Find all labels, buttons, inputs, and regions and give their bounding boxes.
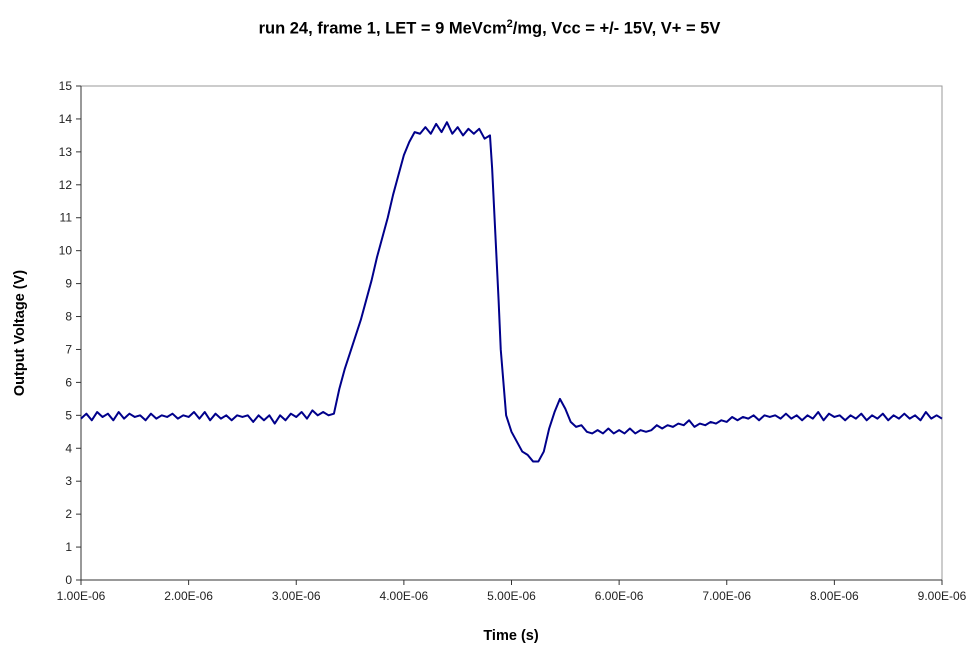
- chart-title-superscript: 2: [506, 18, 513, 30]
- y-axis-title: Output Voltage (V): [12, 270, 28, 396]
- x-tick-label: 9.00E-06: [918, 589, 967, 603]
- y-tick-label: 12: [59, 178, 73, 192]
- series-group: [80, 121, 943, 463]
- y-tick-label: 3: [65, 474, 72, 488]
- y-tick-label: 2: [65, 507, 72, 521]
- chart-title: run 24, frame 1, LET = 9 MeVcm2/mg, Vcc …: [0, 18, 979, 39]
- x-tick-label: 7.00E-06: [702, 589, 751, 603]
- x-tick-label: 8.00E-06: [810, 589, 859, 603]
- x-axis-title: Time (s): [483, 628, 539, 644]
- y-tick-label: 7: [65, 342, 72, 356]
- x-axis: 1.00E-06 2.00E-06 3.00E-06 4.00E-06 5.00E-06…: [57, 580, 967, 603]
- y-tick-label: 9: [65, 277, 72, 291]
- y-tick-label: 8: [65, 310, 72, 324]
- y-tick-label: 14: [59, 112, 73, 126]
- y-tick-label: 11: [60, 211, 73, 225]
- y-tick-label: 15: [59, 79, 73, 93]
- chart-title-main: run 24, frame 1, LET = 9 MeVcm: [258, 19, 507, 38]
- x-tick-label: 6.00E-06: [595, 589, 644, 603]
- x-tick-label: 1.00E-06: [57, 589, 106, 603]
- x-tick-label: 4.00E-06: [380, 589, 429, 603]
- x-tick-label: 3.00E-06: [272, 589, 321, 603]
- series-line-0: [80, 121, 943, 463]
- y-tick-label: 13: [59, 145, 73, 159]
- x-tick-label: 5.00E-06: [487, 589, 536, 603]
- plot-area-frame: [80, 85, 943, 581]
- chart-title-suffix: /mg, Vcc = +/- 15V, V+ = 5V: [512, 19, 721, 38]
- y-tick-label: 4: [65, 441, 72, 455]
- y-tick-label: 6: [65, 375, 72, 389]
- y-tick-label: 5: [65, 408, 72, 422]
- y-tick-label: 1: [65, 540, 72, 554]
- x-tick-label: 2.00E-06: [164, 589, 213, 603]
- y-tick-label: 0: [65, 573, 72, 587]
- y-tick-label: 10: [59, 244, 73, 258]
